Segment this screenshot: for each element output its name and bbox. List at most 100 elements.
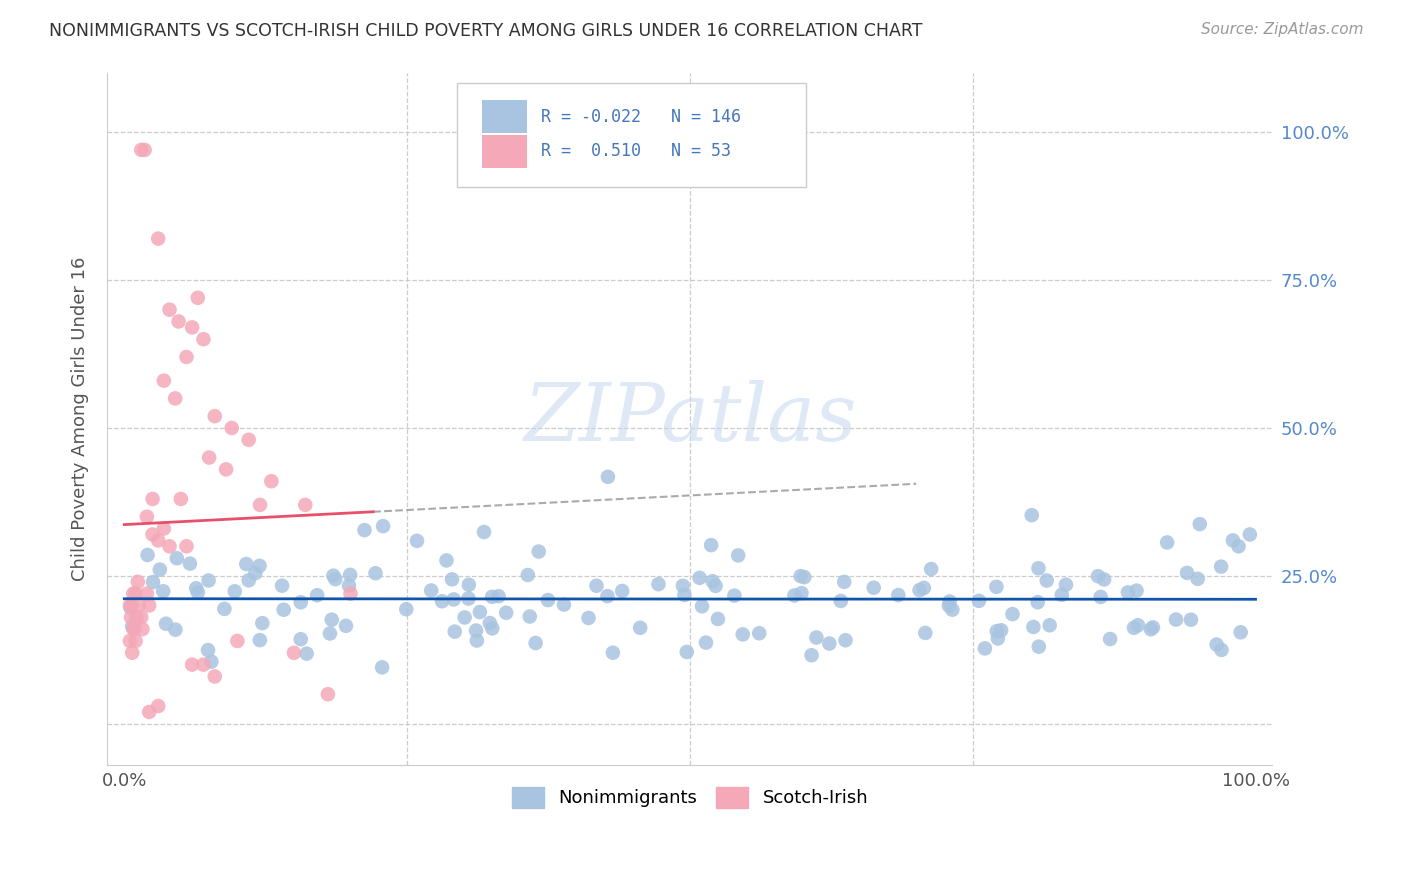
Point bbox=[832, 574, 855, 589]
Point bbox=[167, 314, 190, 328]
Point bbox=[337, 579, 360, 593]
Point bbox=[200, 655, 222, 669]
FancyBboxPatch shape bbox=[457, 83, 807, 187]
Point bbox=[938, 594, 960, 608]
Point bbox=[204, 409, 226, 424]
Point bbox=[987, 632, 1010, 646]
Point bbox=[1021, 508, 1043, 523]
Point bbox=[1099, 632, 1122, 646]
Point bbox=[834, 633, 856, 648]
Point bbox=[465, 633, 488, 648]
Point bbox=[986, 580, 1008, 594]
Point bbox=[226, 634, 249, 648]
Point bbox=[537, 593, 560, 607]
Point bbox=[553, 598, 575, 612]
Point bbox=[141, 491, 163, 506]
Point bbox=[252, 616, 274, 631]
Point bbox=[153, 374, 176, 388]
Point bbox=[700, 538, 723, 552]
Point bbox=[1090, 590, 1112, 604]
Point bbox=[793, 570, 815, 584]
Point bbox=[727, 549, 749, 563]
Point bbox=[1123, 621, 1146, 635]
Point bbox=[457, 591, 479, 606]
Point bbox=[118, 599, 141, 613]
Point bbox=[748, 626, 770, 640]
Point bbox=[472, 524, 495, 539]
Point bbox=[141, 527, 163, 541]
Point bbox=[731, 627, 754, 641]
Point bbox=[249, 558, 271, 573]
Point bbox=[481, 590, 503, 604]
Point bbox=[1001, 607, 1024, 621]
Point bbox=[1026, 595, 1049, 609]
Point bbox=[1116, 585, 1139, 599]
Point bbox=[165, 392, 187, 406]
Point bbox=[436, 553, 458, 567]
Point bbox=[187, 291, 209, 305]
Point bbox=[179, 557, 201, 571]
Point bbox=[628, 621, 651, 635]
Point bbox=[465, 624, 488, 638]
Point bbox=[153, 522, 176, 536]
Point bbox=[908, 583, 931, 598]
Point bbox=[612, 584, 634, 599]
Point bbox=[596, 589, 619, 603]
Point bbox=[516, 568, 538, 582]
Point bbox=[339, 587, 361, 601]
Point bbox=[689, 571, 711, 585]
Point bbox=[321, 613, 343, 627]
Point bbox=[124, 634, 146, 648]
Point bbox=[783, 589, 806, 603]
Point bbox=[862, 581, 884, 595]
Point bbox=[1092, 573, 1115, 587]
Point bbox=[790, 586, 813, 600]
Point bbox=[920, 562, 942, 576]
Point bbox=[135, 509, 157, 524]
Point bbox=[974, 641, 997, 656]
Point bbox=[148, 533, 170, 548]
Point bbox=[800, 648, 823, 663]
Point bbox=[912, 581, 935, 595]
Point bbox=[307, 588, 329, 602]
Point bbox=[1125, 583, 1147, 598]
Point bbox=[245, 566, 267, 581]
Point bbox=[204, 669, 226, 683]
Point bbox=[142, 575, 165, 590]
Point bbox=[1209, 559, 1232, 574]
Point bbox=[938, 599, 960, 613]
Point bbox=[1227, 539, 1250, 553]
Point bbox=[364, 566, 387, 581]
Point bbox=[186, 581, 208, 595]
Point bbox=[818, 636, 841, 650]
Point bbox=[335, 619, 357, 633]
Point bbox=[441, 572, 464, 586]
Point bbox=[695, 635, 717, 649]
Point bbox=[371, 660, 394, 674]
Point bbox=[131, 622, 153, 636]
Point bbox=[138, 599, 160, 613]
Point bbox=[136, 548, 159, 562]
Y-axis label: Child Poverty Among Girls Under 16: Child Poverty Among Girls Under 16 bbox=[72, 257, 89, 582]
Point bbox=[118, 634, 141, 648]
Point bbox=[149, 563, 172, 577]
Point bbox=[155, 616, 177, 631]
Point bbox=[702, 574, 724, 589]
Point bbox=[260, 474, 283, 488]
Point bbox=[830, 594, 852, 608]
Point bbox=[316, 687, 339, 701]
Point bbox=[181, 657, 204, 672]
Point bbox=[283, 646, 305, 660]
Point bbox=[138, 705, 160, 719]
Point bbox=[1211, 643, 1233, 657]
Point bbox=[198, 450, 221, 465]
Point bbox=[585, 579, 607, 593]
Point bbox=[124, 622, 146, 636]
Text: R =  0.510   N = 53: R = 0.510 N = 53 bbox=[541, 142, 731, 161]
Point bbox=[166, 551, 188, 566]
Point bbox=[125, 610, 148, 624]
Point bbox=[224, 584, 246, 599]
Point bbox=[1142, 620, 1164, 634]
Point bbox=[235, 557, 257, 571]
Point bbox=[1156, 535, 1178, 549]
